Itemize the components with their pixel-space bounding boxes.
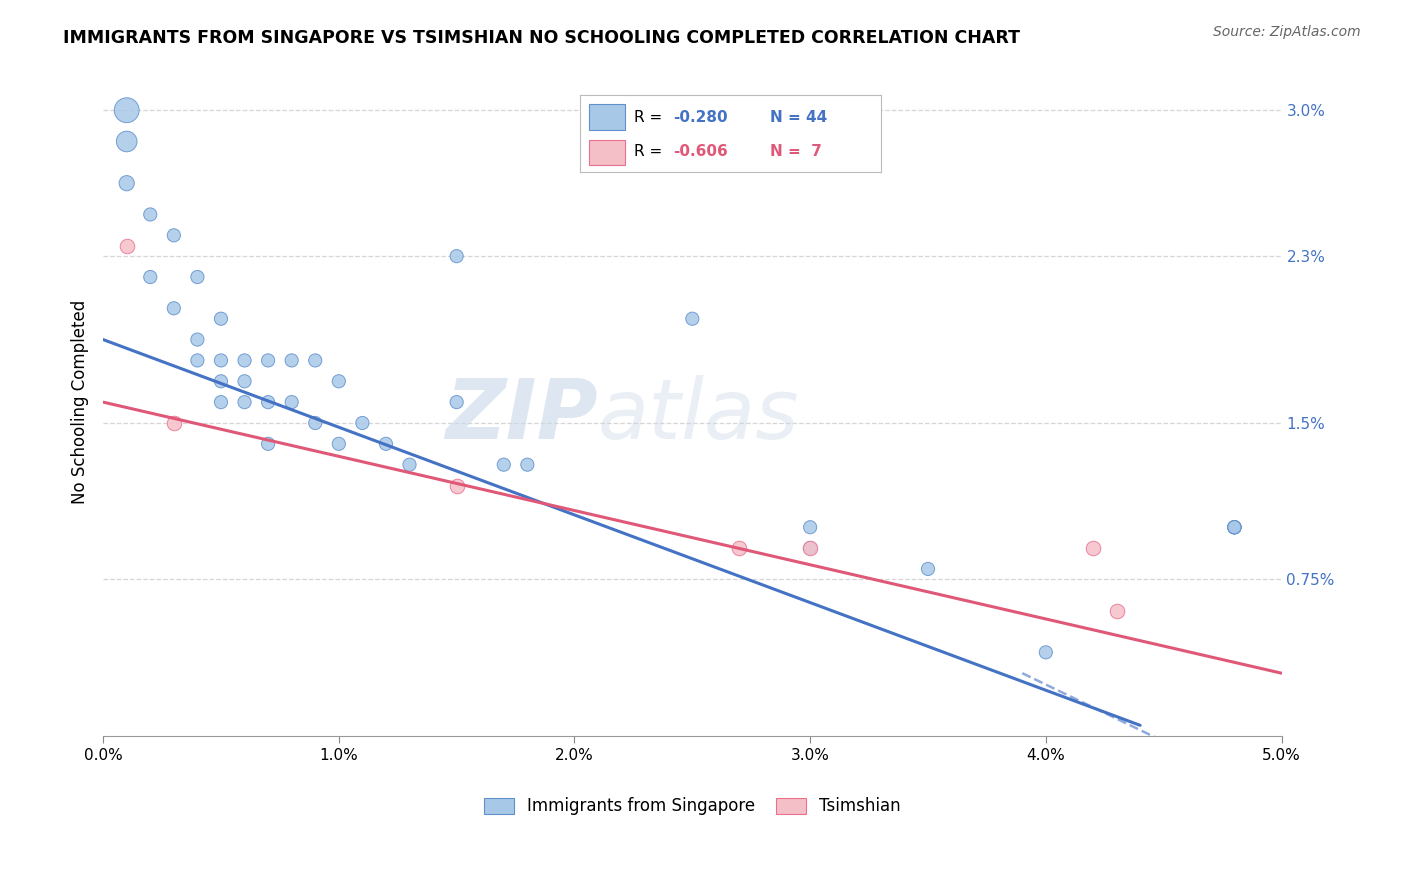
Point — [115, 239, 138, 253]
Point — [799, 541, 821, 555]
Point — [398, 458, 420, 472]
Point — [352, 416, 374, 430]
Point — [328, 374, 350, 388]
Point — [115, 176, 138, 190]
Point — [115, 135, 138, 149]
Text: Source: ZipAtlas.com: Source: ZipAtlas.com — [1213, 25, 1361, 39]
Y-axis label: No Schooling Completed: No Schooling Completed — [72, 300, 89, 504]
Point — [799, 541, 821, 555]
Point — [233, 374, 256, 388]
Point — [280, 395, 302, 409]
Legend: Immigrants from Singapore, Tsimshian: Immigrants from Singapore, Tsimshian — [478, 791, 907, 822]
Point — [233, 353, 256, 368]
Point — [209, 353, 232, 368]
Point — [304, 353, 326, 368]
Point — [139, 207, 162, 221]
Text: ZIP: ZIP — [446, 375, 598, 456]
Point — [446, 249, 468, 263]
Point — [280, 353, 302, 368]
Point — [139, 270, 162, 285]
Point — [304, 416, 326, 430]
Point — [163, 416, 186, 430]
Point — [1105, 604, 1128, 618]
Text: atlas: atlas — [598, 375, 800, 456]
Point — [115, 103, 138, 118]
Point — [1223, 520, 1246, 534]
Point — [186, 333, 208, 347]
Point — [257, 353, 280, 368]
Point — [681, 311, 703, 326]
Point — [163, 301, 186, 316]
Point — [799, 520, 821, 534]
Point — [446, 478, 468, 492]
Point — [257, 437, 280, 451]
Point — [728, 541, 751, 555]
Point — [209, 395, 232, 409]
Point — [328, 437, 350, 451]
Point — [1223, 520, 1246, 534]
Point — [1035, 645, 1057, 659]
Point — [1223, 520, 1246, 534]
Point — [1223, 520, 1246, 534]
Point — [446, 395, 468, 409]
Point — [257, 395, 280, 409]
Point — [917, 562, 939, 576]
Point — [1223, 520, 1246, 534]
Point — [516, 458, 538, 472]
Point — [374, 437, 396, 451]
Point — [163, 228, 186, 243]
Point — [186, 353, 208, 368]
Point — [492, 458, 515, 472]
Point — [233, 395, 256, 409]
Point — [209, 374, 232, 388]
Point — [1081, 541, 1104, 555]
Point — [209, 311, 232, 326]
Text: IMMIGRANTS FROM SINGAPORE VS TSIMSHIAN NO SCHOOLING COMPLETED CORRELATION CHART: IMMIGRANTS FROM SINGAPORE VS TSIMSHIAN N… — [63, 29, 1021, 47]
Point — [1223, 520, 1246, 534]
Point — [186, 270, 208, 285]
